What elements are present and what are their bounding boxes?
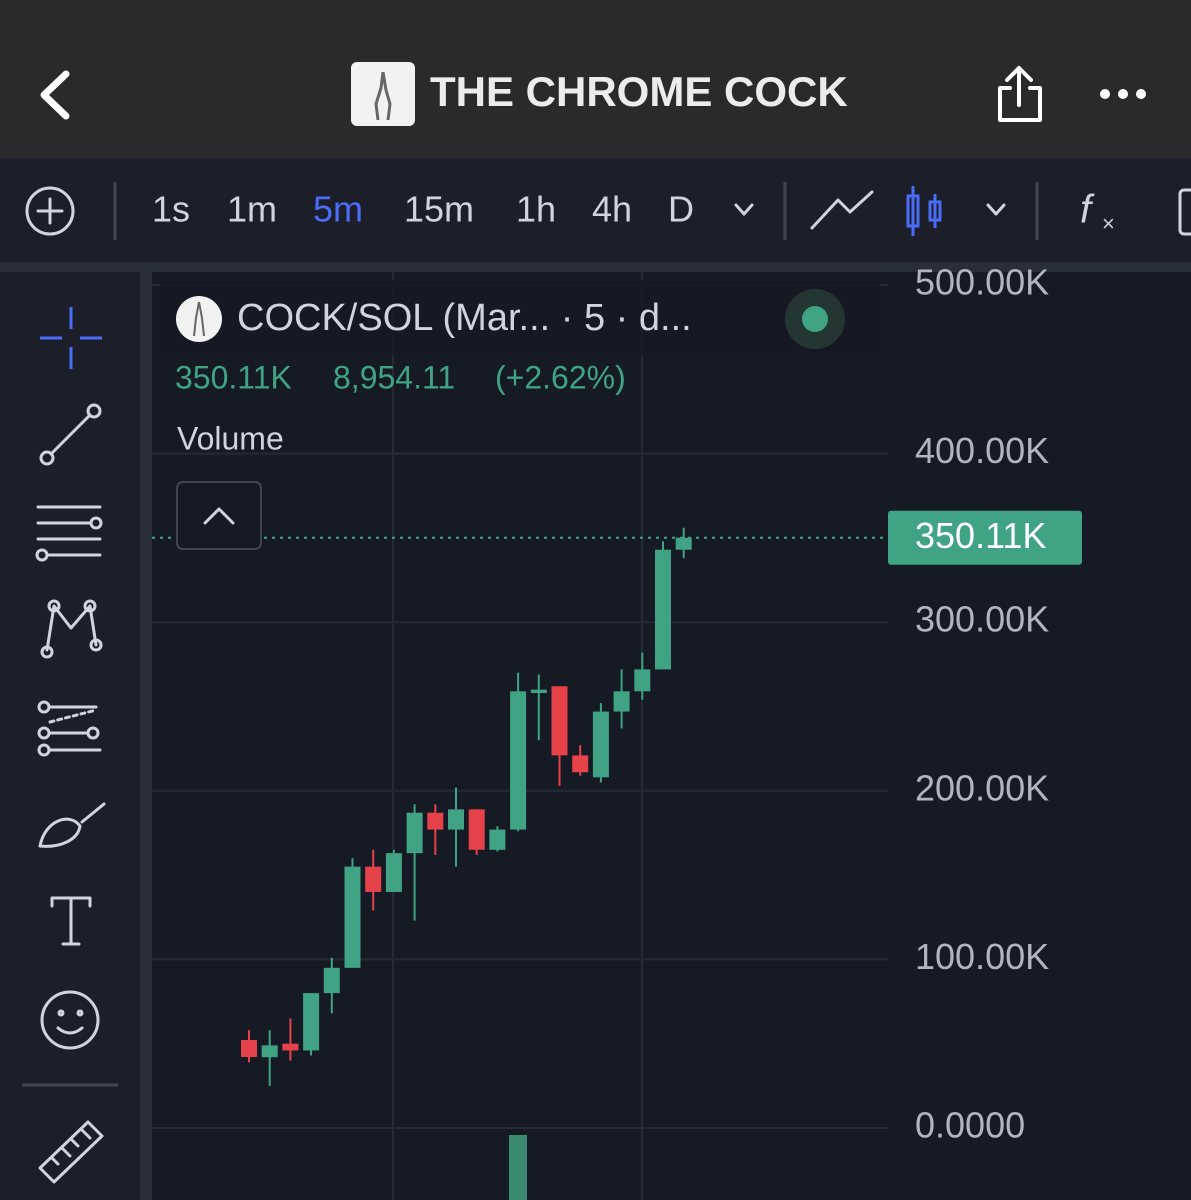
price-tag bbox=[888, 510, 1082, 565]
legend-symbol: COCK/SOL (Mar... · 5 · d... bbox=[237, 297, 692, 339]
indicators-sub: × bbox=[1102, 211, 1115, 236]
interval-dropdown[interactable] bbox=[734, 203, 754, 216]
token-logo bbox=[351, 62, 415, 126]
tool-crosshair[interactable] bbox=[40, 307, 102, 369]
collapse-button[interactable] bbox=[176, 481, 262, 550]
candle-body bbox=[572, 755, 589, 773]
drawing-toolbar bbox=[0, 272, 140, 1200]
logo-art bbox=[374, 71, 392, 121]
status-dot bbox=[802, 306, 828, 332]
header-title: THE CHROME COCK bbox=[430, 68, 848, 115]
interval-button[interactable]: 15m bbox=[404, 189, 474, 230]
candle-chart-button[interactable] bbox=[906, 186, 942, 236]
interval-button[interactable]: 1h bbox=[516, 189, 556, 230]
tool-emoji[interactable] bbox=[40, 990, 100, 1050]
candle-body bbox=[406, 812, 423, 854]
candle-body bbox=[592, 711, 609, 778]
candle-body bbox=[675, 537, 692, 550]
candle-body bbox=[365, 866, 382, 892]
candle-body bbox=[282, 1043, 299, 1051]
tool-fib[interactable] bbox=[35, 505, 103, 562]
volume-bar bbox=[509, 1135, 527, 1200]
price-tag-label: 350.11K bbox=[915, 515, 1046, 556]
more-tools[interactable] bbox=[1178, 188, 1191, 236]
tool-trendline[interactable] bbox=[39, 403, 102, 466]
legend-change-pct: (+2.62%) bbox=[495, 359, 626, 395]
legend-study: Volume bbox=[177, 420, 284, 456]
candle-body bbox=[468, 809, 485, 850]
legend-logo bbox=[176, 296, 222, 342]
legend-logo-art bbox=[193, 301, 205, 337]
candle-body bbox=[385, 853, 402, 892]
tool-pattern[interactable] bbox=[40, 599, 103, 659]
interval-button[interactable]: 5m bbox=[313, 189, 363, 230]
candle-body bbox=[489, 829, 506, 850]
header-bar bbox=[0, 0, 1191, 158]
candle-body bbox=[634, 669, 651, 692]
share-button[interactable] bbox=[998, 66, 1042, 122]
candle-body bbox=[510, 691, 527, 830]
candle-body bbox=[551, 686, 568, 756]
candle-body bbox=[323, 967, 340, 994]
tool-projection[interactable] bbox=[37, 700, 102, 757]
y-tick-label: 400.00K bbox=[915, 430, 1049, 471]
candle-body bbox=[241, 1039, 257, 1058]
more-button[interactable] bbox=[1100, 89, 1146, 99]
candle-body bbox=[655, 549, 671, 670]
y-tick-label: 500.00K bbox=[915, 261, 1049, 302]
interval-button[interactable]: D bbox=[668, 189, 694, 230]
candle-body bbox=[261, 1045, 278, 1058]
legend-bg bbox=[160, 280, 880, 355]
tool-text[interactable] bbox=[50, 896, 92, 946]
add-icon bbox=[36, 197, 64, 225]
tool-brush[interactable] bbox=[38, 802, 106, 848]
back-button[interactable] bbox=[40, 70, 70, 120]
tool-ruler[interactable] bbox=[38, 1120, 104, 1184]
candle-body bbox=[303, 993, 320, 1051]
separator bbox=[140, 272, 152, 1200]
candle-body bbox=[344, 866, 361, 968]
interval-group: 1s 1m 5m 15m 1h 4h D bbox=[152, 189, 694, 230]
collapse-icon bbox=[203, 507, 235, 525]
interval-button[interactable]: 1s bbox=[152, 189, 190, 230]
y-tick-label: 300.00K bbox=[915, 599, 1049, 640]
y-tick-label: 100.00K bbox=[915, 936, 1049, 977]
add-button[interactable] bbox=[25, 186, 75, 236]
candle-body bbox=[530, 689, 547, 694]
interval-button[interactable]: 1m bbox=[227, 189, 277, 230]
interval-button[interactable]: 4h bbox=[592, 189, 632, 230]
candle-body bbox=[427, 812, 444, 830]
y-tick-label: 200.00K bbox=[915, 767, 1049, 808]
chart-type-dropdown[interactable] bbox=[986, 203, 1006, 216]
plot: 0.0000 100.00K 200.00K 300.00K 400.00K 500.00… bbox=[152, 261, 1082, 1146]
legend-change: 8,954.11 bbox=[333, 359, 455, 395]
separator bbox=[0, 262, 1191, 272]
candle-body bbox=[613, 691, 630, 712]
y-tick-label: 0.0000 bbox=[915, 1105, 1025, 1146]
legend-price: 350.11K bbox=[175, 359, 292, 395]
line-chart-button[interactable] bbox=[810, 190, 874, 230]
candle-body bbox=[448, 809, 464, 830]
